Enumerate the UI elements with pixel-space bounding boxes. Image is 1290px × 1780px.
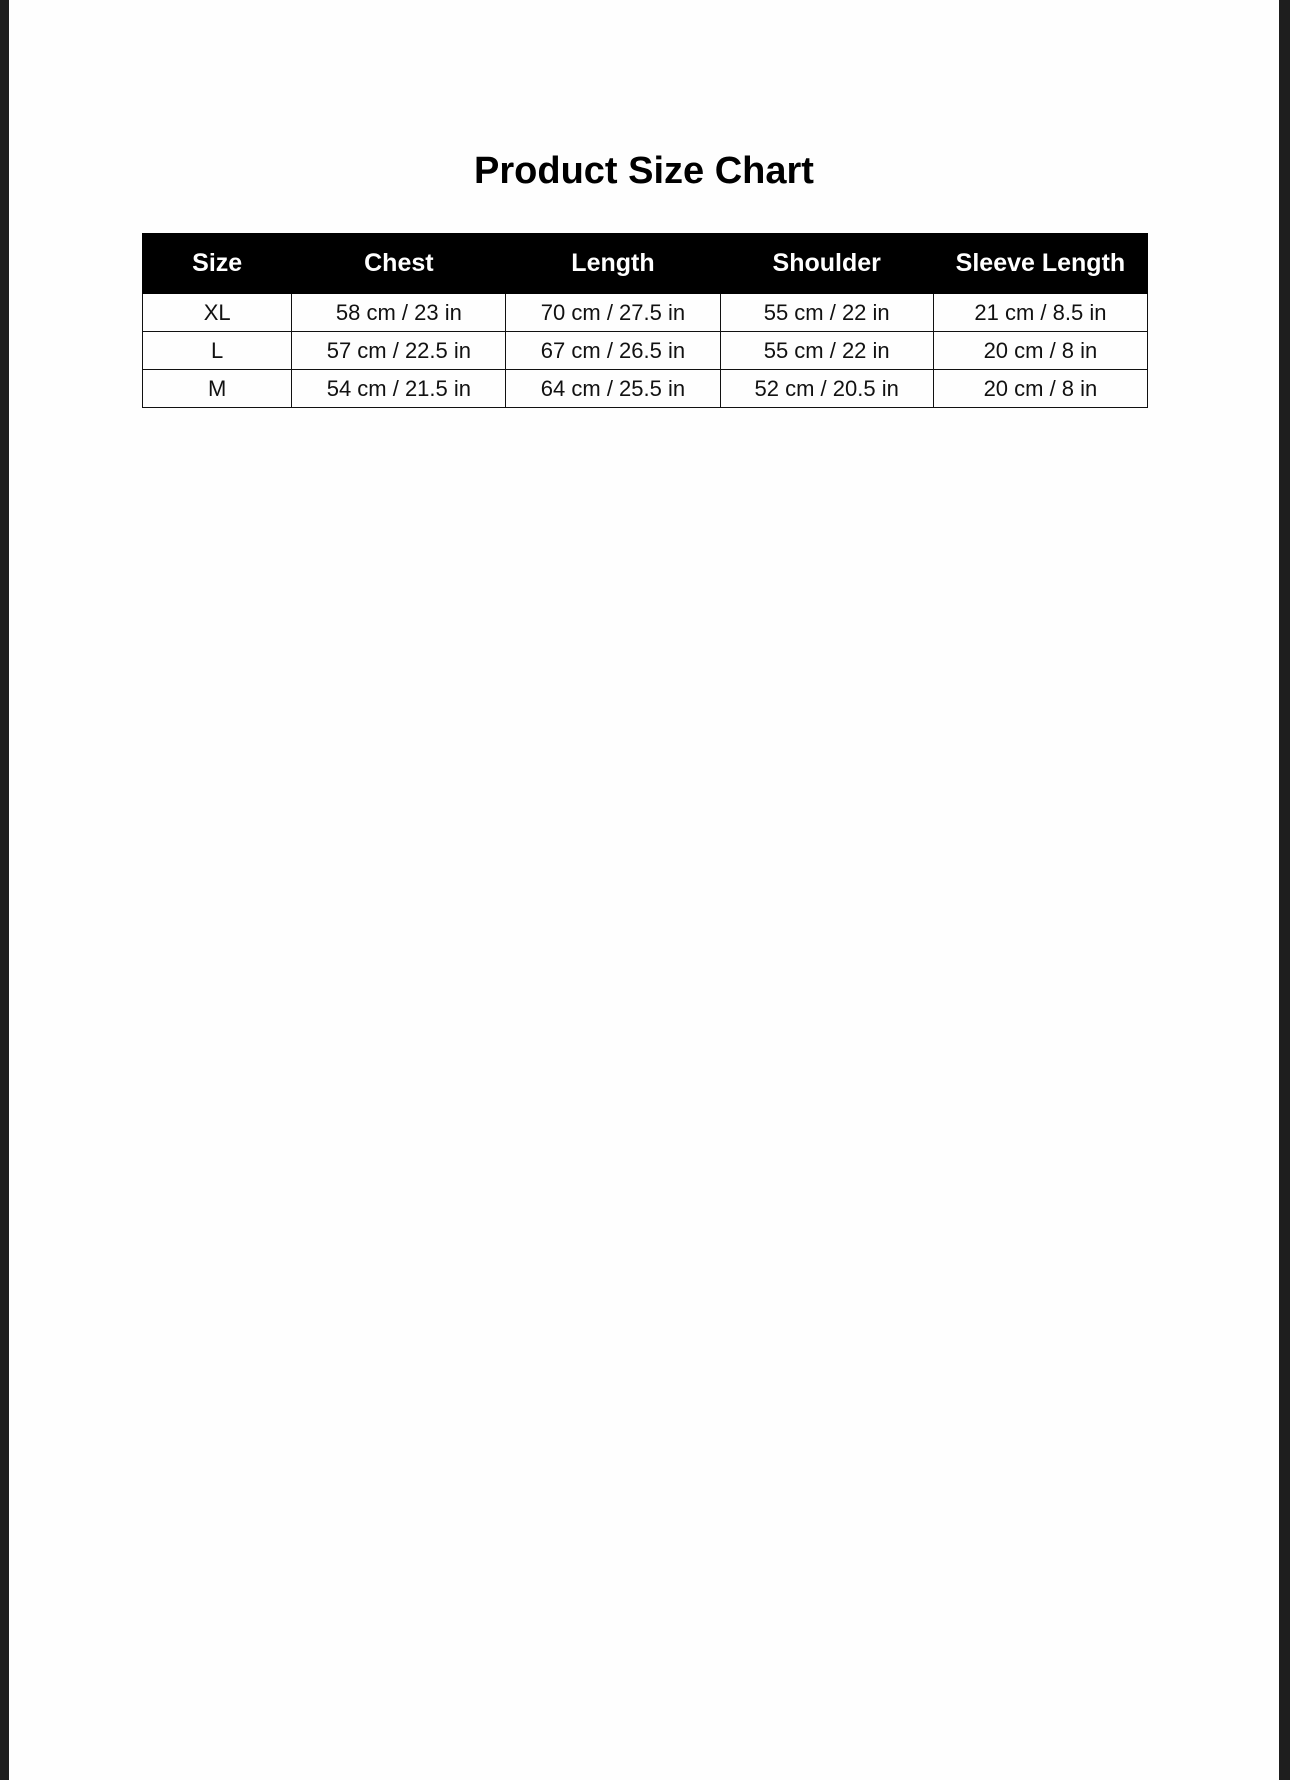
cell-sleeve-length: 21 cm / 8.5 in bbox=[932, 293, 1149, 332]
header-chest: Chest bbox=[291, 233, 507, 294]
table-row: M 54 cm / 21.5 in 64 cm / 25.5 in 52 cm … bbox=[141, 369, 1149, 408]
header-sleeve-length: Sleeve Length bbox=[932, 233, 1149, 294]
cell-shoulder: 52 cm / 20.5 in bbox=[719, 369, 934, 408]
table-header-row: Size Chest Length Shoulder Sleeve Length bbox=[141, 233, 1149, 294]
page-title: Product Size Chart bbox=[474, 150, 814, 192]
header-length: Length bbox=[505, 233, 721, 294]
cell-length: 70 cm / 27.5 in bbox=[505, 293, 721, 332]
header-size: Size bbox=[141, 233, 293, 294]
table-row: L 57 cm / 22.5 in 67 cm / 26.5 in 55 cm … bbox=[141, 331, 1149, 370]
cell-sleeve-length: 20 cm / 8 in bbox=[932, 369, 1149, 408]
cell-shoulder: 55 cm / 22 in bbox=[719, 293, 934, 332]
document-page: Product Size Chart Size Chest Length Sho… bbox=[9, 0, 1279, 1780]
cell-chest: 57 cm / 22.5 in bbox=[291, 331, 507, 370]
cell-chest: 58 cm / 23 in bbox=[291, 293, 507, 332]
cell-sleeve-length: 20 cm / 8 in bbox=[932, 331, 1149, 370]
cell-size: M bbox=[141, 369, 293, 408]
cell-length: 67 cm / 26.5 in bbox=[505, 331, 721, 370]
cell-chest: 54 cm / 21.5 in bbox=[291, 369, 507, 408]
cell-size: L bbox=[141, 331, 293, 370]
cell-size: XL bbox=[141, 293, 293, 332]
header-shoulder: Shoulder bbox=[719, 233, 934, 294]
size-chart-table: Size Chest Length Shoulder Sleeve Length… bbox=[141, 233, 1149, 408]
cell-length: 64 cm / 25.5 in bbox=[505, 369, 721, 408]
cell-shoulder: 55 cm / 22 in bbox=[719, 331, 934, 370]
table-row: XL 58 cm / 23 in 70 cm / 27.5 in 55 cm /… bbox=[141, 293, 1149, 332]
